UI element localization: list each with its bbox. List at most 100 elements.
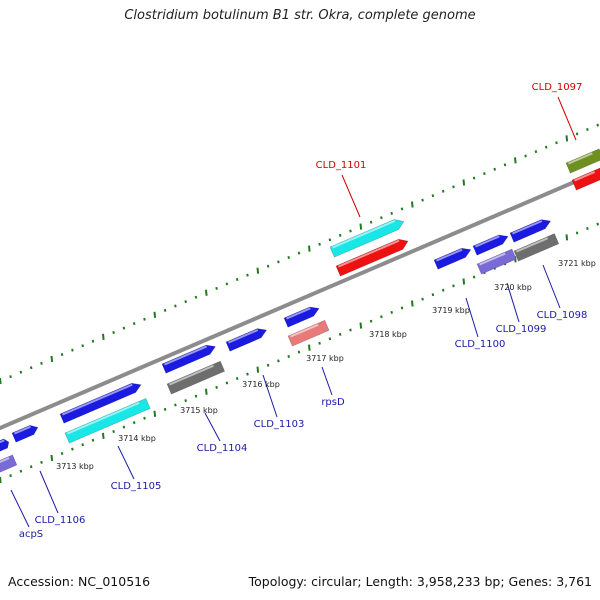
feature-cld-1105-cyan[interactable] bbox=[64, 397, 151, 444]
leader-line bbox=[465, 297, 479, 338]
feature-cld-1098-blue-highlight bbox=[512, 220, 543, 235]
lower-track-tick bbox=[194, 394, 198, 398]
lower-track-tick bbox=[318, 341, 321, 345]
upper-track-tick bbox=[71, 348, 74, 352]
feature-cld-1099-blue[interactable] bbox=[472, 232, 510, 256]
kbp-label: 3720 kbp bbox=[494, 283, 532, 292]
lower-track-tick bbox=[0, 476, 2, 484]
upper-track-tick bbox=[596, 123, 599, 127]
gene-label[interactable]: acpS bbox=[19, 529, 43, 540]
feature-cld-1100-blue-body bbox=[433, 247, 472, 270]
leader-line bbox=[10, 489, 30, 528]
upper-track-tick bbox=[277, 260, 280, 264]
gene-label[interactable]: CLD_1103 bbox=[254, 419, 305, 430]
upper-track-tick bbox=[81, 344, 84, 348]
upper-track-tick bbox=[555, 141, 558, 145]
feature-cld-1101-cyan-body bbox=[329, 219, 405, 258]
leader-line bbox=[557, 96, 577, 141]
feature-cld-1101-red-highlight bbox=[338, 239, 400, 268]
feature-cld-1105-blue[interactable] bbox=[59, 380, 143, 424]
lower-track-tick bbox=[112, 429, 115, 433]
lower-track-tick bbox=[184, 399, 187, 403]
upper-track-tick bbox=[431, 194, 435, 198]
feature-acps-lavender[interactable] bbox=[0, 454, 18, 473]
feature-cld-1105-cyan-highlight bbox=[67, 401, 140, 435]
upper-track-tick bbox=[441, 189, 445, 193]
feature-cld-1098-blue[interactable] bbox=[509, 216, 553, 243]
gene-label[interactable]: CLD_1098 bbox=[537, 310, 588, 321]
feature-cld-1097-red[interactable] bbox=[571, 167, 600, 191]
feature-rpsd-pink[interactable] bbox=[287, 319, 330, 347]
kbp-label: 3713 kbp bbox=[56, 462, 94, 471]
feature-cld-1101-red-body bbox=[335, 238, 409, 277]
feature-rpsd-pink-highlight bbox=[290, 323, 319, 338]
lower-track-tick bbox=[575, 231, 579, 235]
feature-cld-1098-gray-highlight bbox=[516, 237, 549, 253]
lower-track-tick bbox=[19, 469, 23, 473]
upper-track-tick bbox=[50, 355, 54, 363]
lower-track-tick bbox=[338, 332, 342, 336]
gene-label[interactable]: CLD_1104 bbox=[197, 443, 248, 454]
feature-rpsd-blue-body bbox=[283, 306, 320, 328]
lower-track-tick bbox=[81, 443, 84, 447]
upper-track-tick bbox=[225, 282, 229, 286]
feature-cld-1103-blue-body bbox=[225, 328, 268, 352]
lower-track-tick bbox=[153, 410, 157, 417]
feature-cld-1099-lavender[interactable] bbox=[476, 248, 517, 275]
page-title: Clostridium botulinum B1 str. Okra, comp… bbox=[124, 8, 476, 23]
feature-rpsd-pink-body bbox=[287, 319, 330, 347]
upper-track-tick bbox=[565, 135, 569, 142]
lower-track-tick bbox=[390, 310, 393, 314]
gene-label[interactable]: CLD_1097 bbox=[532, 82, 583, 93]
lower-track-tick bbox=[174, 403, 177, 407]
feature-left-blue-body bbox=[0, 438, 10, 453]
feature-cld-1097-red-highlight bbox=[574, 171, 596, 182]
feature-cld-1105-cyan-body bbox=[64, 397, 151, 444]
upper-track-tick bbox=[472, 176, 476, 180]
gene-label[interactable]: CLD_1106 bbox=[35, 515, 86, 526]
upper-track-tick bbox=[328, 238, 332, 242]
upper-track-tick bbox=[308, 245, 311, 252]
feature-cld-1098-gray[interactable] bbox=[513, 233, 560, 262]
feature-cld-1097-olive[interactable] bbox=[565, 148, 600, 174]
upper-track-tick bbox=[359, 223, 363, 230]
upper-track-tick bbox=[349, 229, 352, 233]
gene-label[interactable]: CLD_1105 bbox=[111, 481, 162, 492]
feature-cld-1103-blue[interactable] bbox=[225, 325, 269, 352]
feature-cld-1106-blue[interactable] bbox=[11, 423, 40, 443]
upper-track-tick bbox=[112, 330, 115, 334]
gene-label[interactable]: CLD_1100 bbox=[455, 339, 506, 350]
upper-track-tick bbox=[524, 154, 527, 158]
kbp-label: 3717 kbp bbox=[306, 354, 344, 363]
gene-label[interactable]: rpsD bbox=[321, 397, 345, 408]
feature-left-blue[interactable] bbox=[0, 437, 11, 453]
lower-track-tick bbox=[297, 350, 301, 354]
kbp-label-layer: 3713 kbp 3714 kbp 3715 kbp 3716 kbp 3717 kbp… bbox=[56, 259, 596, 471]
feature-cld-1097-olive-highlight bbox=[568, 152, 593, 165]
feature-cld-1101-red[interactable] bbox=[335, 236, 410, 277]
lower-track-tick bbox=[215, 385, 218, 389]
lower-track-tick bbox=[9, 474, 12, 478]
feature-cld-1103-blue-highlight bbox=[228, 329, 259, 344]
lower-track-tick bbox=[359, 322, 363, 329]
upper-track-tick bbox=[297, 251, 301, 255]
gene-label[interactable]: CLD_1099 bbox=[496, 324, 547, 335]
lower-track-tick bbox=[71, 447, 74, 451]
feature-cld-1104-gray[interactable] bbox=[166, 360, 226, 395]
feature-cld-1104-blue[interactable] bbox=[161, 342, 217, 374]
upper-track-tick bbox=[544, 145, 548, 149]
feature-acps-lavender-highlight bbox=[0, 457, 10, 464]
lower-track-tick bbox=[102, 432, 105, 439]
upper-track-tick bbox=[29, 366, 33, 370]
upper-track-tick bbox=[369, 220, 373, 224]
upper-track-tick bbox=[153, 311, 157, 318]
feature-rpsd-blue[interactable] bbox=[283, 304, 321, 328]
kbp-label: 3716 kbp bbox=[242, 380, 280, 389]
upper-track-tick bbox=[40, 361, 43, 365]
gene-label[interactable]: CLD_1101 bbox=[316, 160, 367, 171]
feature-cld-1100-blue-highlight bbox=[436, 248, 463, 262]
feature-cld-1100-blue[interactable] bbox=[433, 245, 473, 270]
feature-cld-1101-cyan[interactable] bbox=[329, 216, 406, 258]
lower-track-tick bbox=[143, 416, 146, 420]
upper-track-tick bbox=[338, 233, 342, 237]
